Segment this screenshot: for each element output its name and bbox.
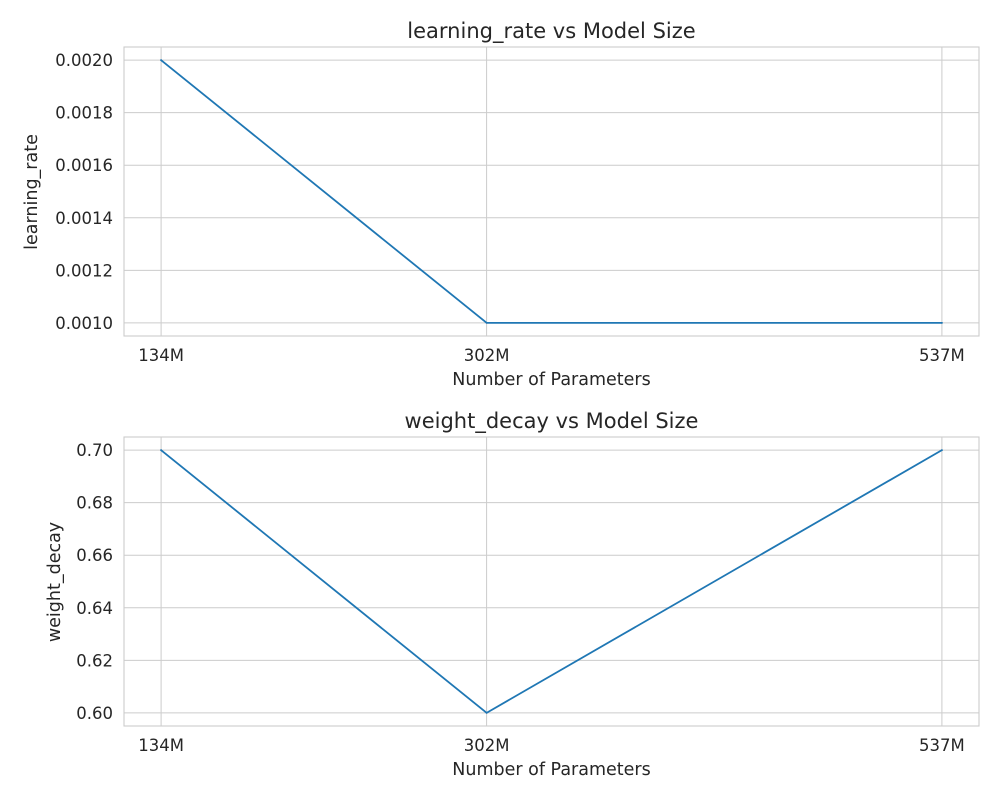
- data-point: [485, 711, 488, 714]
- y-tick-label: 0.0016: [55, 156, 113, 175]
- chart-title: learning_rate vs Model Size: [407, 19, 695, 44]
- x-tick-label: 537M: [919, 736, 965, 755]
- y-axis-label: weight_decay: [45, 522, 65, 642]
- x-tick-label: 537M: [919, 346, 965, 365]
- data-point: [940, 321, 943, 324]
- y-tick-label: 0.64: [76, 599, 113, 618]
- y-tick-label: 0.0012: [55, 261, 113, 280]
- chart-title: weight_decay vs Model Size: [405, 409, 699, 434]
- y-tick-label: 0.0010: [55, 314, 113, 333]
- y-tick-label: 0.66: [76, 546, 113, 565]
- data-point: [160, 59, 163, 62]
- weight-decay-panel: weight_decay vs Model Size Number of Par…: [45, 409, 980, 780]
- grid: [124, 47, 979, 336]
- data-point: [940, 449, 943, 452]
- x-tick-label: 302M: [464, 346, 510, 365]
- data-point: [485, 321, 488, 324]
- plot-frame: [123, 46, 980, 337]
- y-tick-label: 0.0014: [55, 209, 113, 228]
- grid: [124, 437, 979, 726]
- y-tick-label: 0.60: [76, 704, 113, 723]
- data-point: [160, 449, 163, 452]
- x-axis-label: Number of Parameters: [452, 370, 650, 390]
- y-axis-label: learning_rate: [22, 134, 42, 250]
- y-tick-label: 0.68: [76, 494, 113, 513]
- y-tick-label: 0.62: [76, 651, 113, 670]
- plot-frame: [123, 436, 980, 727]
- y-tick-label: 0.0020: [55, 51, 113, 70]
- y-tick-label: 0.70: [76, 441, 113, 460]
- x-tick-label: 134M: [138, 736, 184, 755]
- x-tick-label: 302M: [464, 736, 510, 755]
- x-tick-label: 134M: [138, 346, 184, 365]
- series-line: [160, 449, 943, 714]
- series-line: [160, 59, 943, 324]
- learning-rate-panel: learning_rate vs Model Size Number of Pa…: [22, 19, 980, 390]
- y-tick-label: 0.0018: [55, 104, 113, 123]
- x-axis-label: Number of Parameters: [452, 760, 650, 780]
